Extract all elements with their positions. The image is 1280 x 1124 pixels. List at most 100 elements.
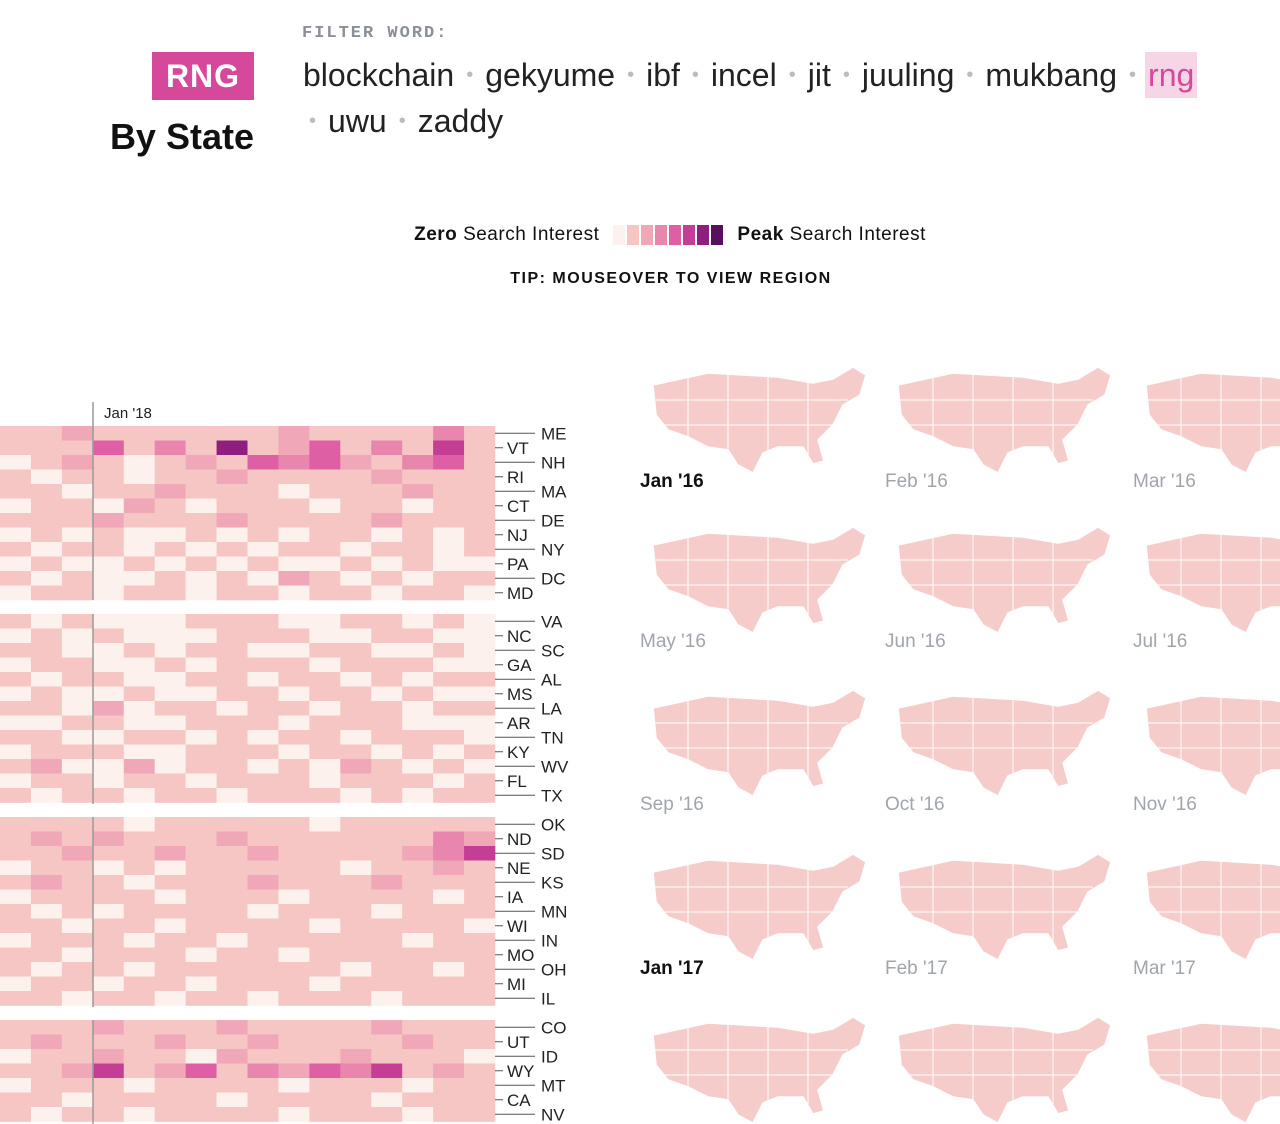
heat-cell	[309, 788, 341, 803]
heat-cell	[154, 542, 186, 557]
heat-cell	[278, 817, 310, 832]
state-label: NC	[507, 627, 532, 646]
heat-cell	[402, 976, 434, 992]
heat-cell	[309, 672, 341, 687]
heat-cell	[247, 846, 279, 861]
heat-cell	[309, 1078, 341, 1093]
heat-cell	[309, 628, 341, 644]
heat-cell	[371, 904, 403, 919]
heat-cell	[402, 991, 434, 1006]
heat-cell	[92, 440, 125, 456]
heat-cell	[464, 1092, 496, 1108]
heat-cell	[30, 744, 63, 760]
heat-cell	[309, 1020, 341, 1035]
state-label: MA	[541, 482, 567, 501]
heat-cell	[433, 469, 465, 485]
us-map	[897, 526, 1112, 635]
heat-cell	[30, 686, 63, 702]
heat-cell	[0, 918, 32, 934]
heat-cell	[61, 455, 94, 470]
separator: •	[1129, 64, 1137, 86]
heat-cell	[0, 657, 32, 673]
heat-cell	[433, 1078, 465, 1093]
heat-cell	[30, 773, 63, 789]
filter-word[interactable]: ibf	[646, 57, 680, 93]
heat-cell	[340, 455, 372, 470]
heat-cell	[464, 426, 496, 441]
heat-cell	[185, 513, 217, 528]
heat-cell	[123, 426, 155, 441]
state-label: ND	[507, 830, 532, 849]
heat-cell	[247, 860, 279, 876]
heat-cell	[433, 1034, 465, 1050]
map-label: Oct '16	[885, 794, 945, 815]
heat-cell	[402, 672, 434, 687]
state-label: TN	[541, 728, 564, 747]
heat-cell	[340, 657, 372, 673]
separator: •	[398, 110, 406, 132]
heat-cell	[216, 1063, 248, 1079]
heat-cell	[216, 730, 248, 745]
filter-word[interactable]: jit	[807, 57, 831, 93]
filter-word[interactable]: gekyume	[485, 57, 616, 93]
heat-cell	[92, 426, 125, 441]
heat-cell	[371, 1092, 403, 1108]
heat-cell	[185, 643, 217, 658]
heat-cell	[371, 542, 403, 557]
heat-cell	[154, 672, 186, 687]
heat-cell	[433, 933, 465, 948]
heat-cell	[402, 701, 434, 716]
heat-cell	[30, 860, 63, 876]
heat-cell	[309, 860, 341, 876]
filter-word[interactable]: incel	[710, 57, 777, 93]
heat-cell	[278, 744, 310, 760]
heat-cell	[371, 933, 403, 948]
heat-cell	[309, 889, 341, 905]
heat-cell	[340, 1092, 372, 1108]
heat-cell	[216, 976, 248, 992]
heat-cell	[154, 513, 186, 528]
us-map	[1145, 372, 1280, 475]
filter-word[interactable]: rng	[1145, 52, 1198, 98]
heat-cell	[30, 614, 63, 629]
filter-word[interactable]: uwu	[328, 103, 387, 139]
filter-word[interactable]: zaddy	[417, 103, 504, 139]
heat-cell	[154, 701, 186, 716]
heat-cell	[154, 527, 186, 543]
legend-swatches	[613, 225, 724, 245]
heat-cell	[278, 788, 310, 803]
heat-cell	[464, 889, 496, 905]
word-badge: RNG	[152, 52, 254, 100]
heat-cell	[371, 1107, 403, 1122]
heat-cell	[402, 657, 434, 673]
heat-cell	[61, 1034, 94, 1050]
heat-cell	[123, 773, 155, 789]
heat-cell	[464, 484, 496, 499]
heat-cell	[216, 918, 248, 934]
heat-cell	[216, 744, 248, 760]
heat-cell	[247, 1020, 279, 1035]
heat-cell	[340, 875, 372, 890]
heat-cell	[185, 860, 217, 876]
heat-cell	[0, 1020, 32, 1035]
filter-word[interactable]: juuling	[861, 57, 955, 93]
heat-cell	[371, 1034, 403, 1050]
state-label: NJ	[507, 526, 528, 545]
heat-cell	[247, 672, 279, 687]
heat-cell	[340, 701, 372, 716]
heat-cell	[0, 889, 32, 905]
heat-cell	[123, 817, 155, 832]
filter-word[interactable]: mukbang	[985, 57, 1118, 93]
state-label: MT	[541, 1076, 566, 1095]
heat-cell	[216, 788, 248, 803]
heat-cell	[61, 643, 94, 658]
heat-cell	[216, 1078, 248, 1093]
heat-cell	[309, 513, 341, 528]
filter-word[interactable]: blockchain	[303, 57, 455, 93]
heat-cell	[92, 527, 125, 543]
heat-cell	[340, 686, 372, 702]
heat-cell	[185, 585, 217, 601]
map-shape	[1145, 1022, 1280, 1124]
map-shape	[897, 689, 1112, 798]
legend-peak-bold: Peak	[737, 224, 784, 245]
